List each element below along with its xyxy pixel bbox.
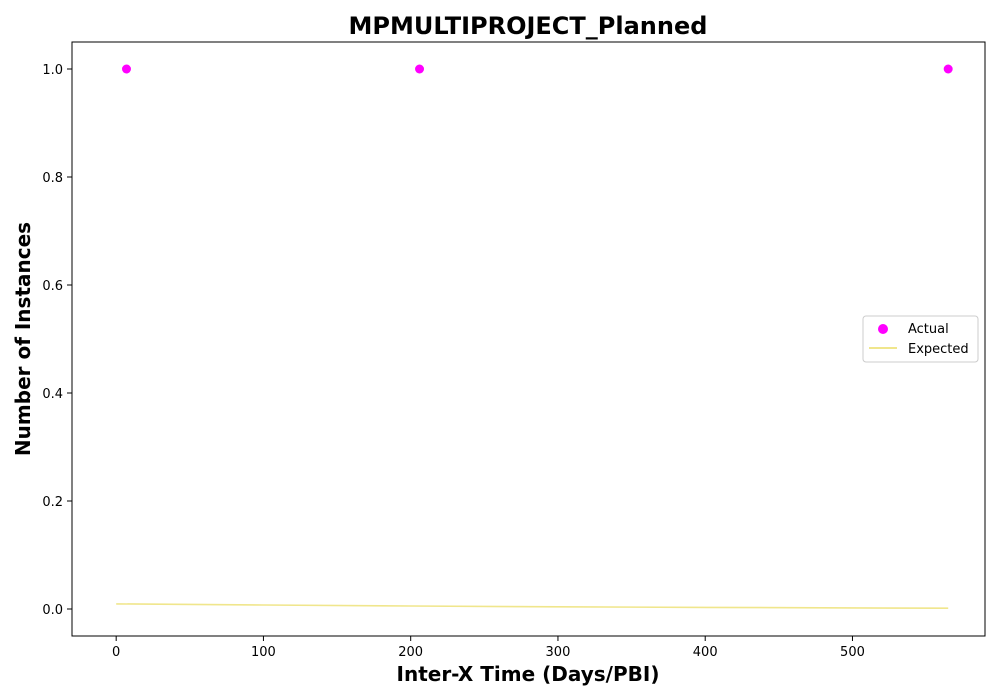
series-layer (116, 64, 953, 609)
actual-point (943, 64, 953, 74)
x-tick-label: 400 (693, 645, 718, 660)
actual-point (121, 64, 131, 74)
legend-box (862, 315, 979, 363)
y-tick-label: 0.8 (42, 171, 63, 186)
chart-title: MPMULTIPROJECT_Planned (349, 12, 708, 40)
y-axis-ticks: 0.0 0.2 0.4 0.6 0.8 1.0 (42, 63, 72, 618)
legend: Actual Expected (862, 315, 979, 363)
x-axis-ticks: 0 100 200 300 400 500 (112, 636, 865, 660)
x-tick-label: 300 (546, 645, 571, 660)
y-tick-label: 0.4 (42, 387, 63, 402)
x-tick-label: 100 (251, 645, 276, 660)
y-tick-label: 0.0 (42, 603, 63, 618)
legend-label-actual: Actual (908, 322, 949, 337)
y-tick-label: 1.0 (42, 63, 63, 78)
actual-point (415, 64, 425, 74)
x-tick-label: 200 (398, 645, 423, 660)
legend-label-expected: Expected (908, 342, 969, 357)
plot-area (71, 41, 986, 637)
expected-line (116, 603, 949, 609)
x-tick-label: 0 (112, 645, 120, 660)
y-tick-label: 0.2 (42, 495, 63, 510)
y-axis-title: Number of Instances (11, 222, 35, 456)
legend-marker-actual (878, 324, 888, 334)
x-axis-title: Inter-X Time (Days/PBI) (397, 662, 660, 686)
x-tick-label: 500 (840, 645, 865, 660)
y-tick-label: 0.6 (42, 279, 63, 294)
